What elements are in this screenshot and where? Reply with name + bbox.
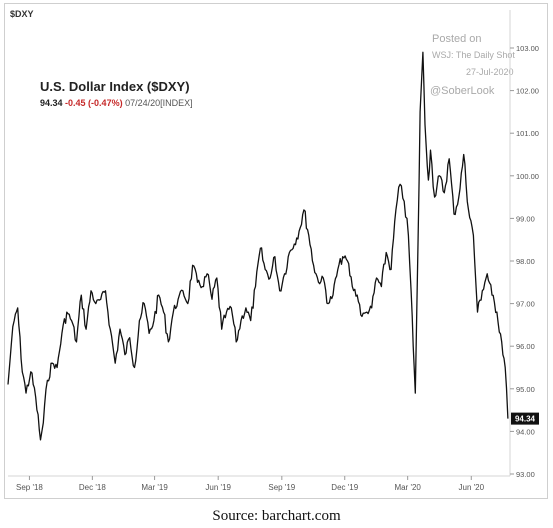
y-tick-label: 100.00: [516, 172, 539, 181]
x-tick-label: Dec '19: [331, 483, 358, 492]
x-tick-label: Sep '19: [268, 483, 295, 492]
last-value-badge-group: 94.34: [511, 412, 539, 425]
chart-title: U.S. Dollar Index ($DXY): [40, 79, 190, 94]
quote-change: -0.45 (-0.47%): [65, 98, 123, 108]
quote-last: 94.34: [40, 98, 63, 108]
x-tick-label: Mar '20: [394, 483, 421, 492]
y-tick-label: 96.00: [516, 342, 535, 351]
y-tick-label: 93.00: [516, 470, 535, 479]
quote-line: 94.34 -0.45 (-0.47%) 07/24/20[INDEX]: [40, 98, 193, 108]
x-tick-label: Mar '19: [141, 483, 168, 492]
watermark-posted: Posted on: [432, 33, 482, 45]
quote-tag: [INDEX]: [160, 98, 193, 108]
price-chart: 93.00 94.00 95.00 96.00 97.00 98.00 99.00 100.0…: [7, 10, 539, 492]
y-tick-label: 98.00: [516, 257, 535, 266]
y-tick-label: 94.00: [516, 427, 535, 436]
dxy-price-line: [7, 51, 509, 441]
y-tick-label: 102.00: [516, 87, 539, 96]
chart-frame: [4, 3, 548, 499]
x-tick-label: Dec '18: [79, 483, 106, 492]
watermark-date: 27-Jul-2020: [466, 67, 514, 77]
source-caption: Source: barchart.com: [212, 508, 341, 524]
y-tick-label: 97.00: [516, 300, 535, 309]
y-tick-label: 99.00: [516, 214, 535, 223]
watermark-source: WSJ: The Daily Shot: [432, 50, 515, 60]
quote-date: 07/24/20: [125, 98, 161, 108]
x-tick-label: Jun '19: [205, 483, 231, 492]
last-value-badge-label: 94.34: [515, 415, 536, 424]
chart-title-block: U.S. Dollar Index ($DXY) 94.34 -0.45 (-0…: [40, 79, 193, 108]
x-axis-ticks: Sep '18 Dec '18 Mar '19 Jun '19 Sep '19 Dec '…: [16, 476, 485, 492]
y-axis-ticks: 93.00 94.00 95.00 96.00 97.00 98.00 99.00 100.0…: [510, 44, 539, 479]
x-tick-label: Sep '18: [16, 483, 43, 492]
y-tick-label: 103.00: [516, 44, 539, 53]
y-tick-label: 101.00: [516, 129, 539, 138]
ticker-label: $DXY: [10, 9, 34, 19]
y-tick-label: 95.00: [516, 385, 535, 394]
last-value-badge: [511, 412, 539, 425]
watermark-handle: @SoberLook: [430, 85, 495, 97]
x-tick-label: Jun '20: [459, 483, 485, 492]
